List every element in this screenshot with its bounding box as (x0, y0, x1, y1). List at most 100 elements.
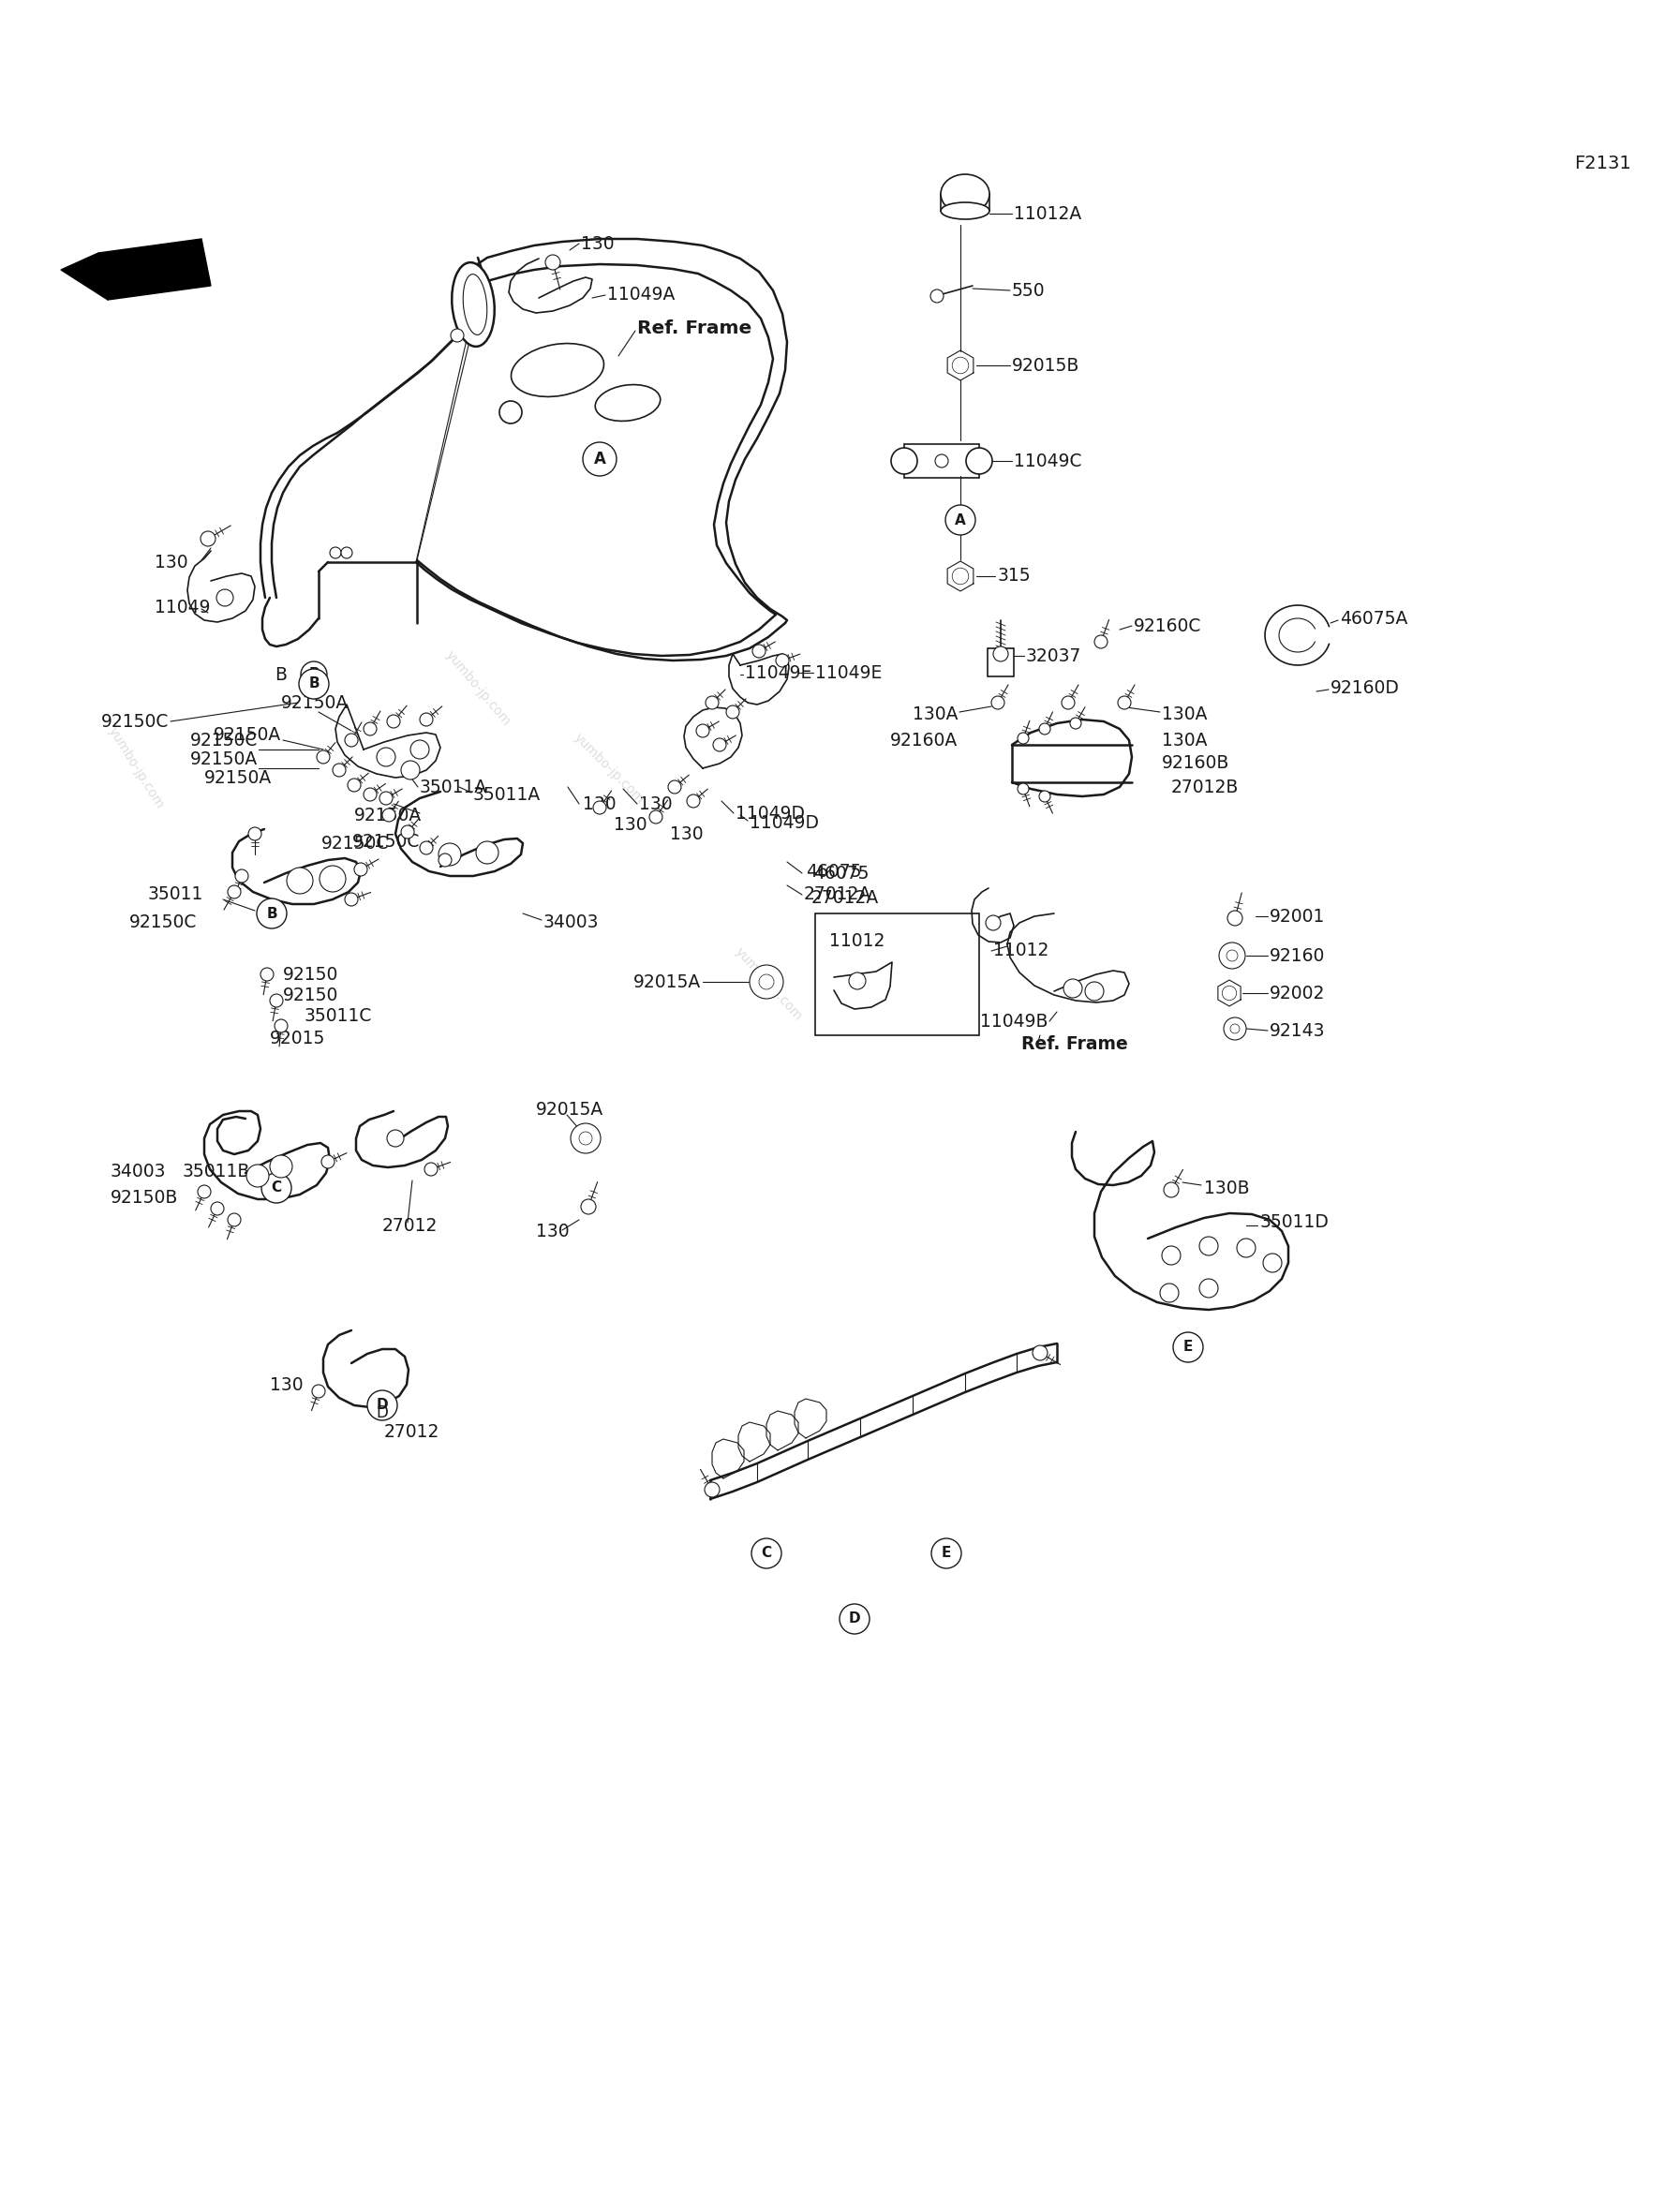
Bar (904, 444, 979, 477)
Circle shape (386, 714, 400, 727)
Circle shape (262, 1173, 291, 1204)
Text: 27012: 27012 (383, 1217, 438, 1235)
Circle shape (931, 1538, 961, 1569)
Text: 92160: 92160 (1270, 947, 1326, 964)
Text: B: B (309, 668, 319, 681)
Text: FRONT: FRONT (123, 264, 178, 277)
Text: 92015: 92015 (270, 1028, 326, 1048)
Circle shape (1085, 982, 1104, 1000)
Circle shape (1070, 718, 1082, 729)
Circle shape (1117, 696, 1131, 710)
Text: F2131: F2131 (1574, 156, 1631, 174)
Text: 130: 130 (155, 554, 188, 571)
Text: D: D (376, 1397, 388, 1413)
Text: yumbo-jp.com: yumbo-jp.com (732, 945, 805, 1024)
Circle shape (475, 841, 499, 863)
Text: 130: 130 (670, 824, 704, 844)
Ellipse shape (941, 174, 990, 213)
Ellipse shape (595, 384, 660, 422)
Circle shape (840, 1604, 870, 1635)
Text: 11012A: 11012A (1013, 204, 1082, 222)
Circle shape (704, 1483, 719, 1496)
Text: E: E (1183, 1340, 1193, 1353)
Text: 35011: 35011 (148, 885, 203, 903)
Circle shape (1236, 1239, 1255, 1257)
Text: 11049B: 11049B (979, 1013, 1048, 1030)
Text: 35011A: 35011A (420, 778, 487, 795)
Circle shape (363, 789, 376, 802)
Text: 92015B: 92015B (1011, 356, 1080, 373)
Circle shape (235, 870, 249, 883)
Text: 92150A: 92150A (213, 727, 281, 745)
Text: 11049C: 11049C (1013, 453, 1082, 470)
Circle shape (270, 993, 282, 1006)
Ellipse shape (941, 202, 990, 220)
Text: 35011D: 35011D (1260, 1213, 1329, 1233)
Circle shape (217, 589, 234, 606)
Circle shape (450, 330, 464, 343)
Circle shape (247, 1164, 269, 1186)
Circle shape (341, 547, 353, 558)
Circle shape (318, 751, 329, 765)
Text: B: B (276, 666, 287, 683)
Circle shape (376, 747, 395, 767)
Circle shape (438, 852, 452, 866)
Circle shape (966, 448, 993, 475)
Text: 92015A: 92015A (536, 1101, 603, 1118)
Text: 27012A: 27012A (811, 888, 879, 907)
Circle shape (1018, 784, 1028, 795)
Circle shape (1062, 696, 1075, 710)
Text: 32037: 32037 (1026, 646, 1082, 666)
Text: 92150: 92150 (282, 964, 339, 984)
Circle shape (1018, 732, 1028, 745)
Circle shape (946, 505, 976, 534)
Circle shape (1159, 1283, 1179, 1303)
Circle shape (210, 1202, 223, 1215)
Circle shape (425, 1162, 437, 1175)
Text: 92160A: 92160A (890, 732, 958, 749)
Circle shape (354, 863, 368, 877)
Text: 34003: 34003 (543, 914, 600, 932)
Text: 92150: 92150 (282, 986, 339, 1004)
Text: 130: 130 (581, 235, 615, 253)
Circle shape (249, 828, 262, 841)
Text: 46075: 46075 (813, 863, 869, 881)
Circle shape (546, 255, 561, 270)
Circle shape (228, 1213, 240, 1226)
Text: 92150A: 92150A (354, 806, 422, 824)
Circle shape (669, 780, 680, 793)
Text: 92150C: 92150C (129, 914, 197, 932)
Circle shape (712, 738, 726, 751)
Text: Ref. Frame: Ref. Frame (637, 319, 751, 336)
Circle shape (986, 916, 1001, 929)
Circle shape (410, 740, 428, 758)
Text: C: C (270, 1182, 282, 1195)
Text: A: A (954, 512, 966, 527)
Polygon shape (1218, 980, 1240, 1006)
Circle shape (749, 964, 783, 1000)
Circle shape (363, 723, 376, 736)
Circle shape (386, 1129, 403, 1147)
Bar (815, 914, 979, 1035)
Circle shape (380, 791, 393, 804)
Text: 92150A: 92150A (281, 694, 349, 712)
Text: C: C (761, 1547, 771, 1560)
Circle shape (270, 1156, 292, 1178)
Text: 27012B: 27012B (1171, 778, 1240, 795)
Text: 11012: 11012 (993, 943, 1048, 960)
Circle shape (1033, 1345, 1048, 1360)
Circle shape (301, 661, 328, 688)
Circle shape (1173, 1331, 1203, 1362)
Text: D: D (848, 1613, 860, 1626)
Text: 92150B: 92150B (111, 1189, 178, 1206)
Circle shape (776, 655, 790, 668)
Text: 130B: 130B (1205, 1180, 1250, 1197)
Text: 11049: 11049 (155, 598, 210, 615)
Circle shape (1040, 723, 1050, 734)
Circle shape (1094, 635, 1107, 648)
Circle shape (848, 973, 865, 989)
Circle shape (751, 1538, 781, 1569)
Text: 92160B: 92160B (1163, 754, 1230, 773)
Circle shape (274, 1019, 287, 1033)
Circle shape (383, 808, 395, 822)
